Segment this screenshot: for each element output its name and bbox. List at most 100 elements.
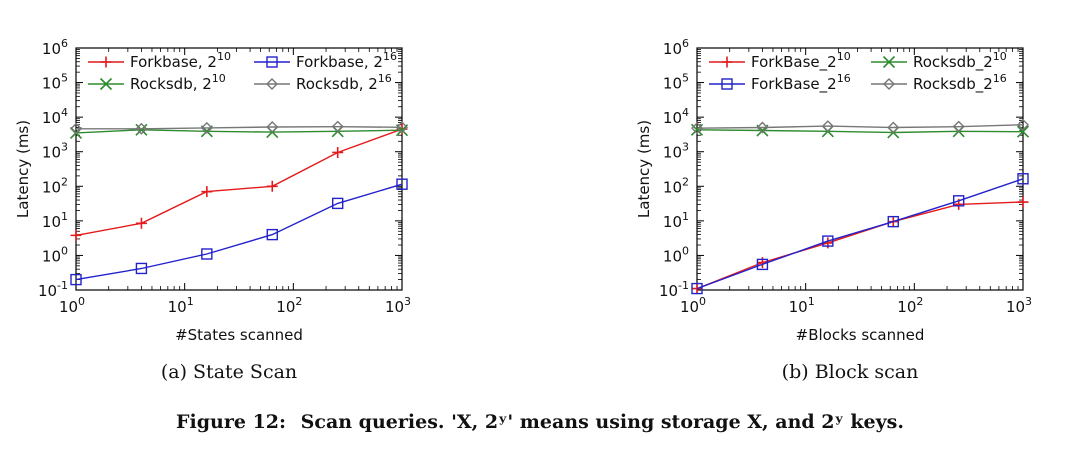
legend-marker: [266, 56, 278, 68]
legend-marker: [266, 78, 278, 90]
data-point: [396, 178, 408, 190]
series-line: [696, 129, 1024, 134]
series-line: [75, 128, 403, 237]
data-point: [332, 146, 344, 158]
series-1: [70, 178, 408, 286]
x-tick-label: 100: [59, 295, 85, 316]
y-tick-label: 10-1: [659, 279, 689, 300]
data-point: [135, 122, 148, 135]
series-line: [75, 183, 403, 281]
y-tick-label: 106: [42, 37, 68, 58]
subfigure-caption: (b) Block scan: [782, 361, 919, 383]
series-0: [691, 196, 1029, 295]
data-point: [135, 262, 148, 275]
legend-label: ForkBase_216: [751, 72, 851, 94]
x-tick-label: 101: [789, 295, 815, 316]
legend-entry: Rocksdb, 216: [254, 72, 392, 93]
data-point: [266, 228, 278, 241]
legend: Forkbase, 210 Forkbase, 216 Rocksdb, 210 Ro…: [88, 50, 397, 93]
data-point: [822, 235, 834, 247]
x-tick-label: 102: [276, 295, 302, 316]
legend-entry: Forkbase, 216: [254, 50, 397, 71]
plot-frame: [696, 47, 1024, 291]
plot-frame: [75, 47, 403, 291]
y-axis: 10-1 100 101 102 103 104 105 106: [38, 37, 402, 300]
series-2: [691, 173, 1029, 295]
y-tick-label: 10-1: [38, 279, 68, 300]
data-point: [70, 229, 82, 241]
data-point: [1017, 196, 1029, 208]
legend-marker: [883, 78, 895, 90]
legend-marker: [99, 77, 113, 91]
series-line: [696, 201, 1024, 290]
data-point: [756, 121, 769, 134]
data-point: [200, 121, 213, 134]
series-3: [691, 118, 1029, 135]
data-point: [331, 120, 344, 133]
y-tick-label: 101: [42, 210, 68, 231]
data-point: [887, 215, 899, 228]
x-axis: 100 101 102 103: [59, 48, 411, 316]
legend-marker: [100, 56, 112, 68]
y-tick-label: 100: [663, 244, 689, 265]
data-point: [331, 197, 344, 210]
data-point: [756, 258, 769, 271]
y-tick-label: 104: [42, 106, 68, 127]
y-axis-label: Latency (ms): [14, 120, 32, 218]
figure-caption: Figure 12: Scan queries. 'X, 2ʸ' means u…: [176, 411, 904, 433]
y-tick-label: 100: [42, 244, 68, 265]
legend-entry: Rocksdb_216: [871, 72, 1007, 94]
legend-entry: Rocksdb_210: [871, 50, 1007, 72]
data-point: [887, 121, 900, 134]
series-3: [70, 120, 408, 135]
legend-entry: ForkBase_210: [709, 50, 851, 72]
data-point: [952, 195, 965, 207]
legend-entry: Forkbase, 210: [88, 50, 231, 71]
x-tick-label: 101: [168, 295, 194, 316]
caption-prefix: Figure 12:: [176, 411, 286, 433]
y-axis: 10-1 100 101 102 103 104 105 106: [659, 37, 1023, 300]
legend-label: Forkbase, 210: [130, 50, 231, 71]
legend-label: Forkbase, 216: [296, 50, 397, 71]
data-point: [135, 217, 147, 229]
legend-label: Rocksdb_216: [913, 72, 1007, 94]
legend-label: Rocksdb, 210: [130, 72, 226, 93]
y-tick-label: 103: [663, 141, 689, 162]
data-point: [201, 248, 213, 260]
y-tick-label: 102: [42, 175, 68, 196]
x-axis-label: #States scanned: [175, 326, 303, 344]
svg-text:Figure 12: Scan queries.: Figure 12: Scan queries. 'X, 2ʸ' means u…: [176, 411, 904, 433]
y-tick-label: 104: [663, 106, 689, 127]
data-point: [135, 123, 148, 136]
legend-label: Rocksdb, 216: [296, 72, 392, 93]
data-point: [1017, 118, 1029, 131]
legend-marker: [721, 56, 733, 68]
x-tick-label: 100: [680, 295, 706, 316]
data-point: [952, 120, 965, 133]
data-point: [70, 273, 82, 286]
x-axis-label: #Blocks scanned: [796, 326, 925, 344]
data-point: [396, 121, 408, 134]
data-point: [266, 120, 279, 133]
legend-label: ForkBase_210: [751, 50, 851, 72]
x-tick-label: 103: [385, 295, 411, 316]
data-point: [70, 122, 82, 135]
y-axis-label: Latency (ms): [635, 120, 653, 218]
legend-label: Rocksdb_210: [913, 50, 1007, 72]
y-tick-label: 105: [663, 72, 689, 93]
series-line: [696, 124, 1024, 129]
legend-marker: [721, 78, 733, 90]
data-point: [201, 186, 213, 198]
x-tick-label: 102: [897, 295, 923, 316]
series-0: [70, 123, 408, 241]
data-point: [691, 282, 703, 295]
y-tick-label: 105: [42, 72, 68, 93]
subfigure-caption: (a) State Scan: [161, 361, 297, 383]
series-line: [76, 125, 403, 130]
data-point: [266, 180, 278, 192]
data-point: [691, 122, 703, 135]
legend-entry: Rocksdb, 210: [88, 72, 226, 93]
data-point: [1016, 125, 1030, 138]
